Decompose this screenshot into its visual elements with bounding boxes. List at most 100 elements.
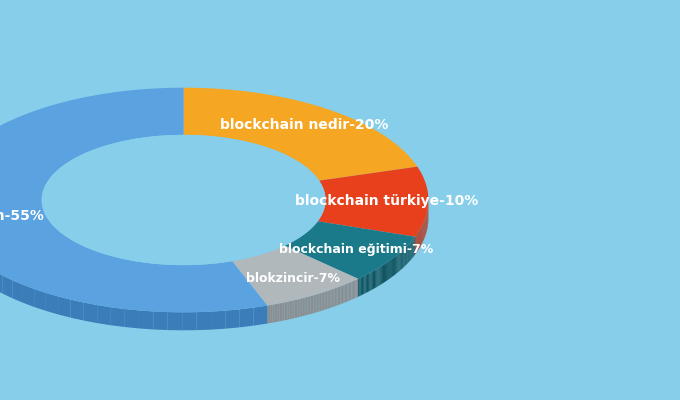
Polygon shape [356,279,357,298]
Polygon shape [399,252,401,271]
Polygon shape [359,278,360,296]
Polygon shape [382,265,383,284]
Polygon shape [271,305,273,323]
Polygon shape [307,296,309,315]
Polygon shape [2,276,12,298]
Polygon shape [368,273,369,292]
Polygon shape [125,309,139,328]
Polygon shape [371,272,372,290]
Polygon shape [311,296,312,314]
Polygon shape [277,303,279,322]
Polygon shape [34,289,46,311]
Polygon shape [377,268,379,286]
Polygon shape [312,295,313,314]
Polygon shape [401,251,402,270]
Polygon shape [320,293,322,311]
Polygon shape [313,295,315,313]
Polygon shape [0,270,2,294]
Polygon shape [111,307,125,327]
Polygon shape [396,254,398,273]
Polygon shape [387,262,388,280]
Polygon shape [97,305,111,325]
Polygon shape [419,230,420,249]
Polygon shape [403,249,404,268]
Polygon shape [362,276,363,295]
Polygon shape [333,288,335,307]
Polygon shape [58,296,71,318]
Polygon shape [182,312,197,330]
Polygon shape [373,270,374,289]
Polygon shape [303,298,304,316]
Polygon shape [379,266,381,285]
Polygon shape [417,233,418,252]
Polygon shape [12,280,23,303]
Polygon shape [346,284,347,302]
Polygon shape [398,253,399,272]
Polygon shape [197,312,211,330]
Polygon shape [317,294,318,312]
Polygon shape [381,266,382,284]
Polygon shape [288,301,290,320]
Polygon shape [309,296,311,314]
Polygon shape [184,88,418,181]
Polygon shape [324,292,326,310]
Polygon shape [290,301,291,319]
Polygon shape [306,297,307,315]
Polygon shape [342,285,343,304]
Polygon shape [418,231,419,250]
Text: blockchain türkiye-10%: blockchain türkiye-10% [295,194,478,208]
Polygon shape [301,298,303,316]
Polygon shape [267,305,269,324]
Polygon shape [84,302,97,323]
Polygon shape [332,289,333,307]
Polygon shape [330,289,332,308]
Polygon shape [329,290,330,308]
Polygon shape [343,284,345,303]
Polygon shape [366,274,367,293]
Polygon shape [357,279,358,297]
Polygon shape [153,312,168,330]
Polygon shape [337,287,339,305]
Polygon shape [292,300,294,318]
Polygon shape [276,304,277,322]
Polygon shape [395,256,396,275]
Polygon shape [46,293,58,314]
Polygon shape [345,284,346,302]
Polygon shape [23,285,34,307]
Text: blockchain nedir-20%: blockchain nedir-20% [220,118,388,132]
Polygon shape [367,274,368,292]
Polygon shape [408,244,409,263]
Polygon shape [285,221,415,279]
Polygon shape [239,308,254,327]
Polygon shape [383,264,384,283]
Polygon shape [335,288,336,306]
Text: blokzincir-7%: blokzincir-7% [246,272,341,285]
Polygon shape [318,293,320,312]
Polygon shape [322,292,323,311]
Polygon shape [279,303,281,321]
Polygon shape [298,299,299,317]
Text: blockchain eğitimi-7%: blockchain eğitimi-7% [279,243,433,256]
Polygon shape [139,310,153,330]
Polygon shape [388,261,389,280]
Polygon shape [341,286,342,304]
Polygon shape [273,304,274,323]
Polygon shape [0,88,267,312]
Polygon shape [281,303,283,321]
Polygon shape [304,297,306,316]
Polygon shape [71,300,84,320]
Polygon shape [354,280,356,298]
Polygon shape [360,277,362,296]
Polygon shape [254,306,267,326]
Polygon shape [392,258,393,277]
Polygon shape [375,269,376,288]
Polygon shape [409,242,411,261]
Polygon shape [402,250,403,269]
Polygon shape [232,246,358,306]
Polygon shape [385,263,386,282]
Polygon shape [358,278,359,297]
Polygon shape [41,135,326,265]
Polygon shape [269,305,271,323]
Polygon shape [386,262,387,281]
Polygon shape [168,312,182,330]
